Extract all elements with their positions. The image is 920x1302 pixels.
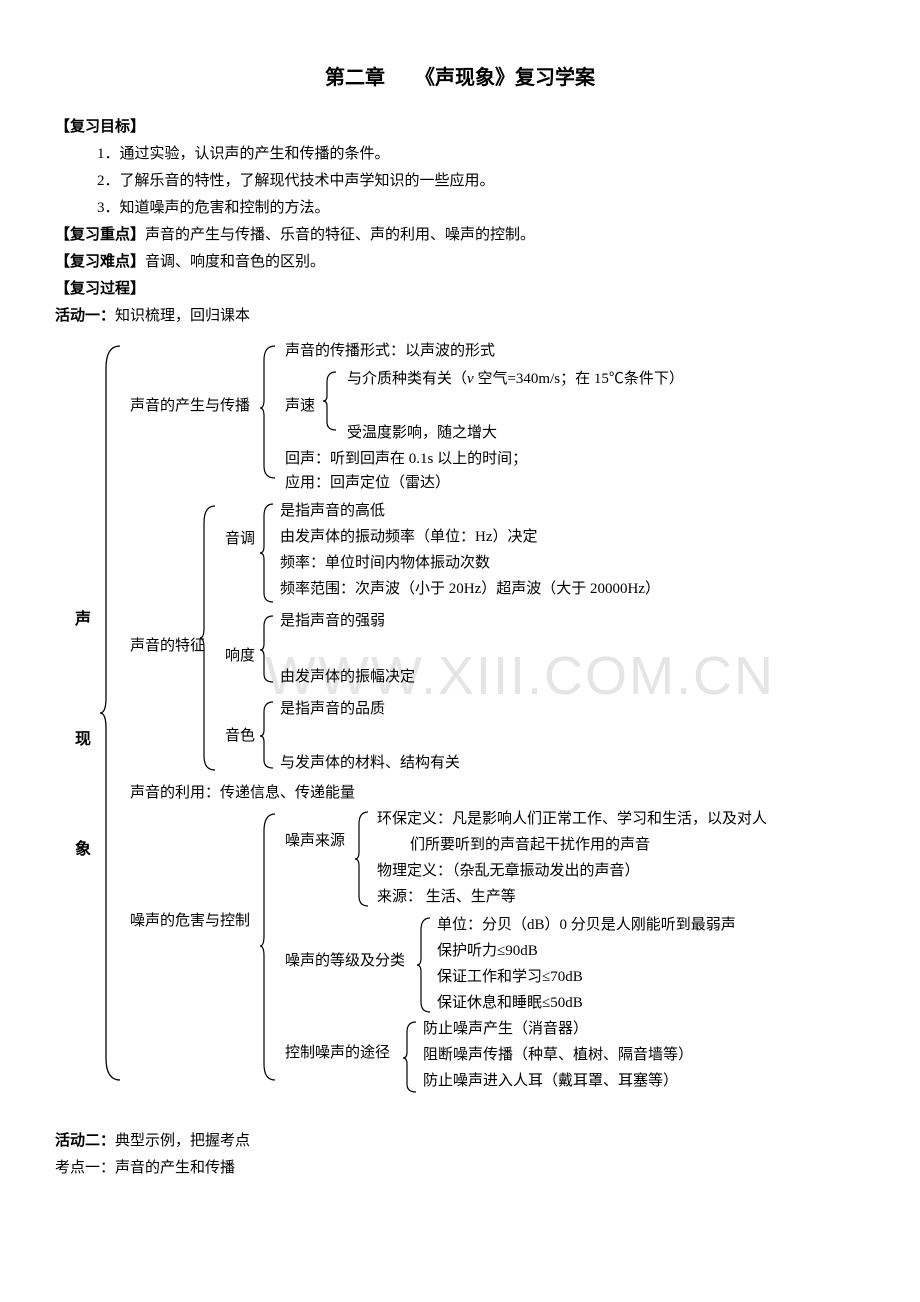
activity-2: 活动二：典型示例，把握考点 xyxy=(55,1128,865,1155)
branch-noise-ctrl: 控制噪声的途径 xyxy=(285,1040,390,1067)
brace-icon xyxy=(200,498,220,778)
root-char: 象 xyxy=(75,836,91,865)
brace-icon xyxy=(260,498,278,608)
leaf: 来源： 生活、生产等 xyxy=(377,884,516,911)
brace-icon xyxy=(260,610,278,688)
exam-point-1: 考点一：声音的产生和传播 xyxy=(55,1155,865,1182)
brace-icon xyxy=(260,806,280,1088)
leaf: 保证休息和睡眠≤50dB xyxy=(437,990,583,1017)
goal-item: 2．了解乐音的特性，了解现代技术中声学知识的一些应用。 xyxy=(97,168,865,195)
leaf: 保护听力≤90dB xyxy=(437,938,538,965)
leaf: 与介质种类有关（v 空气=340m/s；在 15℃条件下） xyxy=(347,366,684,393)
brace-icon xyxy=(260,338,280,483)
root-char: 声 xyxy=(75,606,91,635)
leaf: 是指声音的品质 xyxy=(280,696,385,723)
concept-tree: WWW.XIII.COM.CN 声 现 象 声音的产生与传播 声音的特征 声音的… xyxy=(55,338,865,1088)
branch-tone: 音调 xyxy=(225,526,255,553)
brace-icon xyxy=(323,366,341,436)
goal-item: 3．知道噪声的危害和控制的方法。 xyxy=(97,195,865,222)
page-title: 第二章 《声现象》复习学案 xyxy=(55,60,865,96)
hard-point: 【复习难点】音调、响度和音色的区别。 xyxy=(55,249,865,276)
leaf: 应用：回声定位（雷达） xyxy=(285,470,450,497)
brace-icon xyxy=(260,696,278,774)
leaf: 阻断噪声传播（种草、植树、隔音墙等） xyxy=(423,1042,693,1069)
leaf: 是指声音的高低 xyxy=(280,498,385,525)
branch-speed: 声速 xyxy=(285,393,315,420)
brace-icon xyxy=(100,338,125,1088)
leaf: 保证工作和学习≤70dB xyxy=(437,964,583,991)
leaf: 受温度影响，随之增大 xyxy=(347,420,497,447)
activity-1: 活动一：知识梳理，回归课本 xyxy=(55,303,865,330)
leaf: 声音的传播形式：以声波的形式 xyxy=(285,338,495,365)
brace-icon xyxy=(355,806,373,912)
leaf: 防止噪声产生（消音器） xyxy=(423,1016,588,1043)
leaf: 防止噪声进入人耳（戴耳罩、耳塞等） xyxy=(423,1068,678,1095)
leaf: 环保定义：凡是影响人们正常工作、学习和生活，以及对人 xyxy=(377,806,767,833)
leaf: 频率范围：次声波（小于 20Hz）超声波（大于 20000Hz） xyxy=(280,576,660,603)
leaf: 物理定义：（杂乱无章振动发出的声音） xyxy=(377,858,640,885)
branch-propagate: 声音的产生与传播 xyxy=(130,393,250,420)
leaf: 单位：分贝（dB）0 分贝是人刚能听到最弱声 xyxy=(437,912,736,939)
branch-noise-src: 噪声来源 xyxy=(285,828,345,855)
leaf: 回声：听到回声在 0.1s 以上的时间； xyxy=(285,446,527,473)
branch-noise-level: 噪声的等级及分类 xyxy=(285,948,405,975)
leaf: 由发声体的振幅决定 xyxy=(280,664,415,691)
root-char: 现 xyxy=(75,726,91,755)
branch-loud: 响度 xyxy=(225,643,255,670)
leaf: 是指声音的强弱 xyxy=(280,608,385,635)
leaf: 们所要听到的声音起干扰作用的声音 xyxy=(410,832,650,859)
branch-feature: 声音的特征 xyxy=(130,633,205,660)
brace-icon xyxy=(403,1016,421,1098)
branch-timbre: 音色 xyxy=(225,723,255,750)
leaf: 与发声体的材料、结构有关 xyxy=(280,750,460,777)
goals-label: 【复习目标】 xyxy=(55,114,865,141)
leaf: 频率：单位时间内物体振动次数 xyxy=(280,550,490,577)
leaf: 由发声体的振动频率（单位：Hz）决定 xyxy=(280,524,538,551)
process-label: 【复习过程】 xyxy=(55,276,865,303)
goal-item: 1．通过实验，认识声的产生和传播的条件。 xyxy=(97,141,865,168)
branch-noise: 噪声的危害与控制 xyxy=(130,908,250,935)
brace-icon xyxy=(417,912,435,1018)
key-point: 【复习重点】声音的产生与传播、乐音的特征、声的利用、噪声的控制。 xyxy=(55,222,865,249)
branch-use: 声音的利用：传递信息、传递能量 xyxy=(130,780,355,807)
